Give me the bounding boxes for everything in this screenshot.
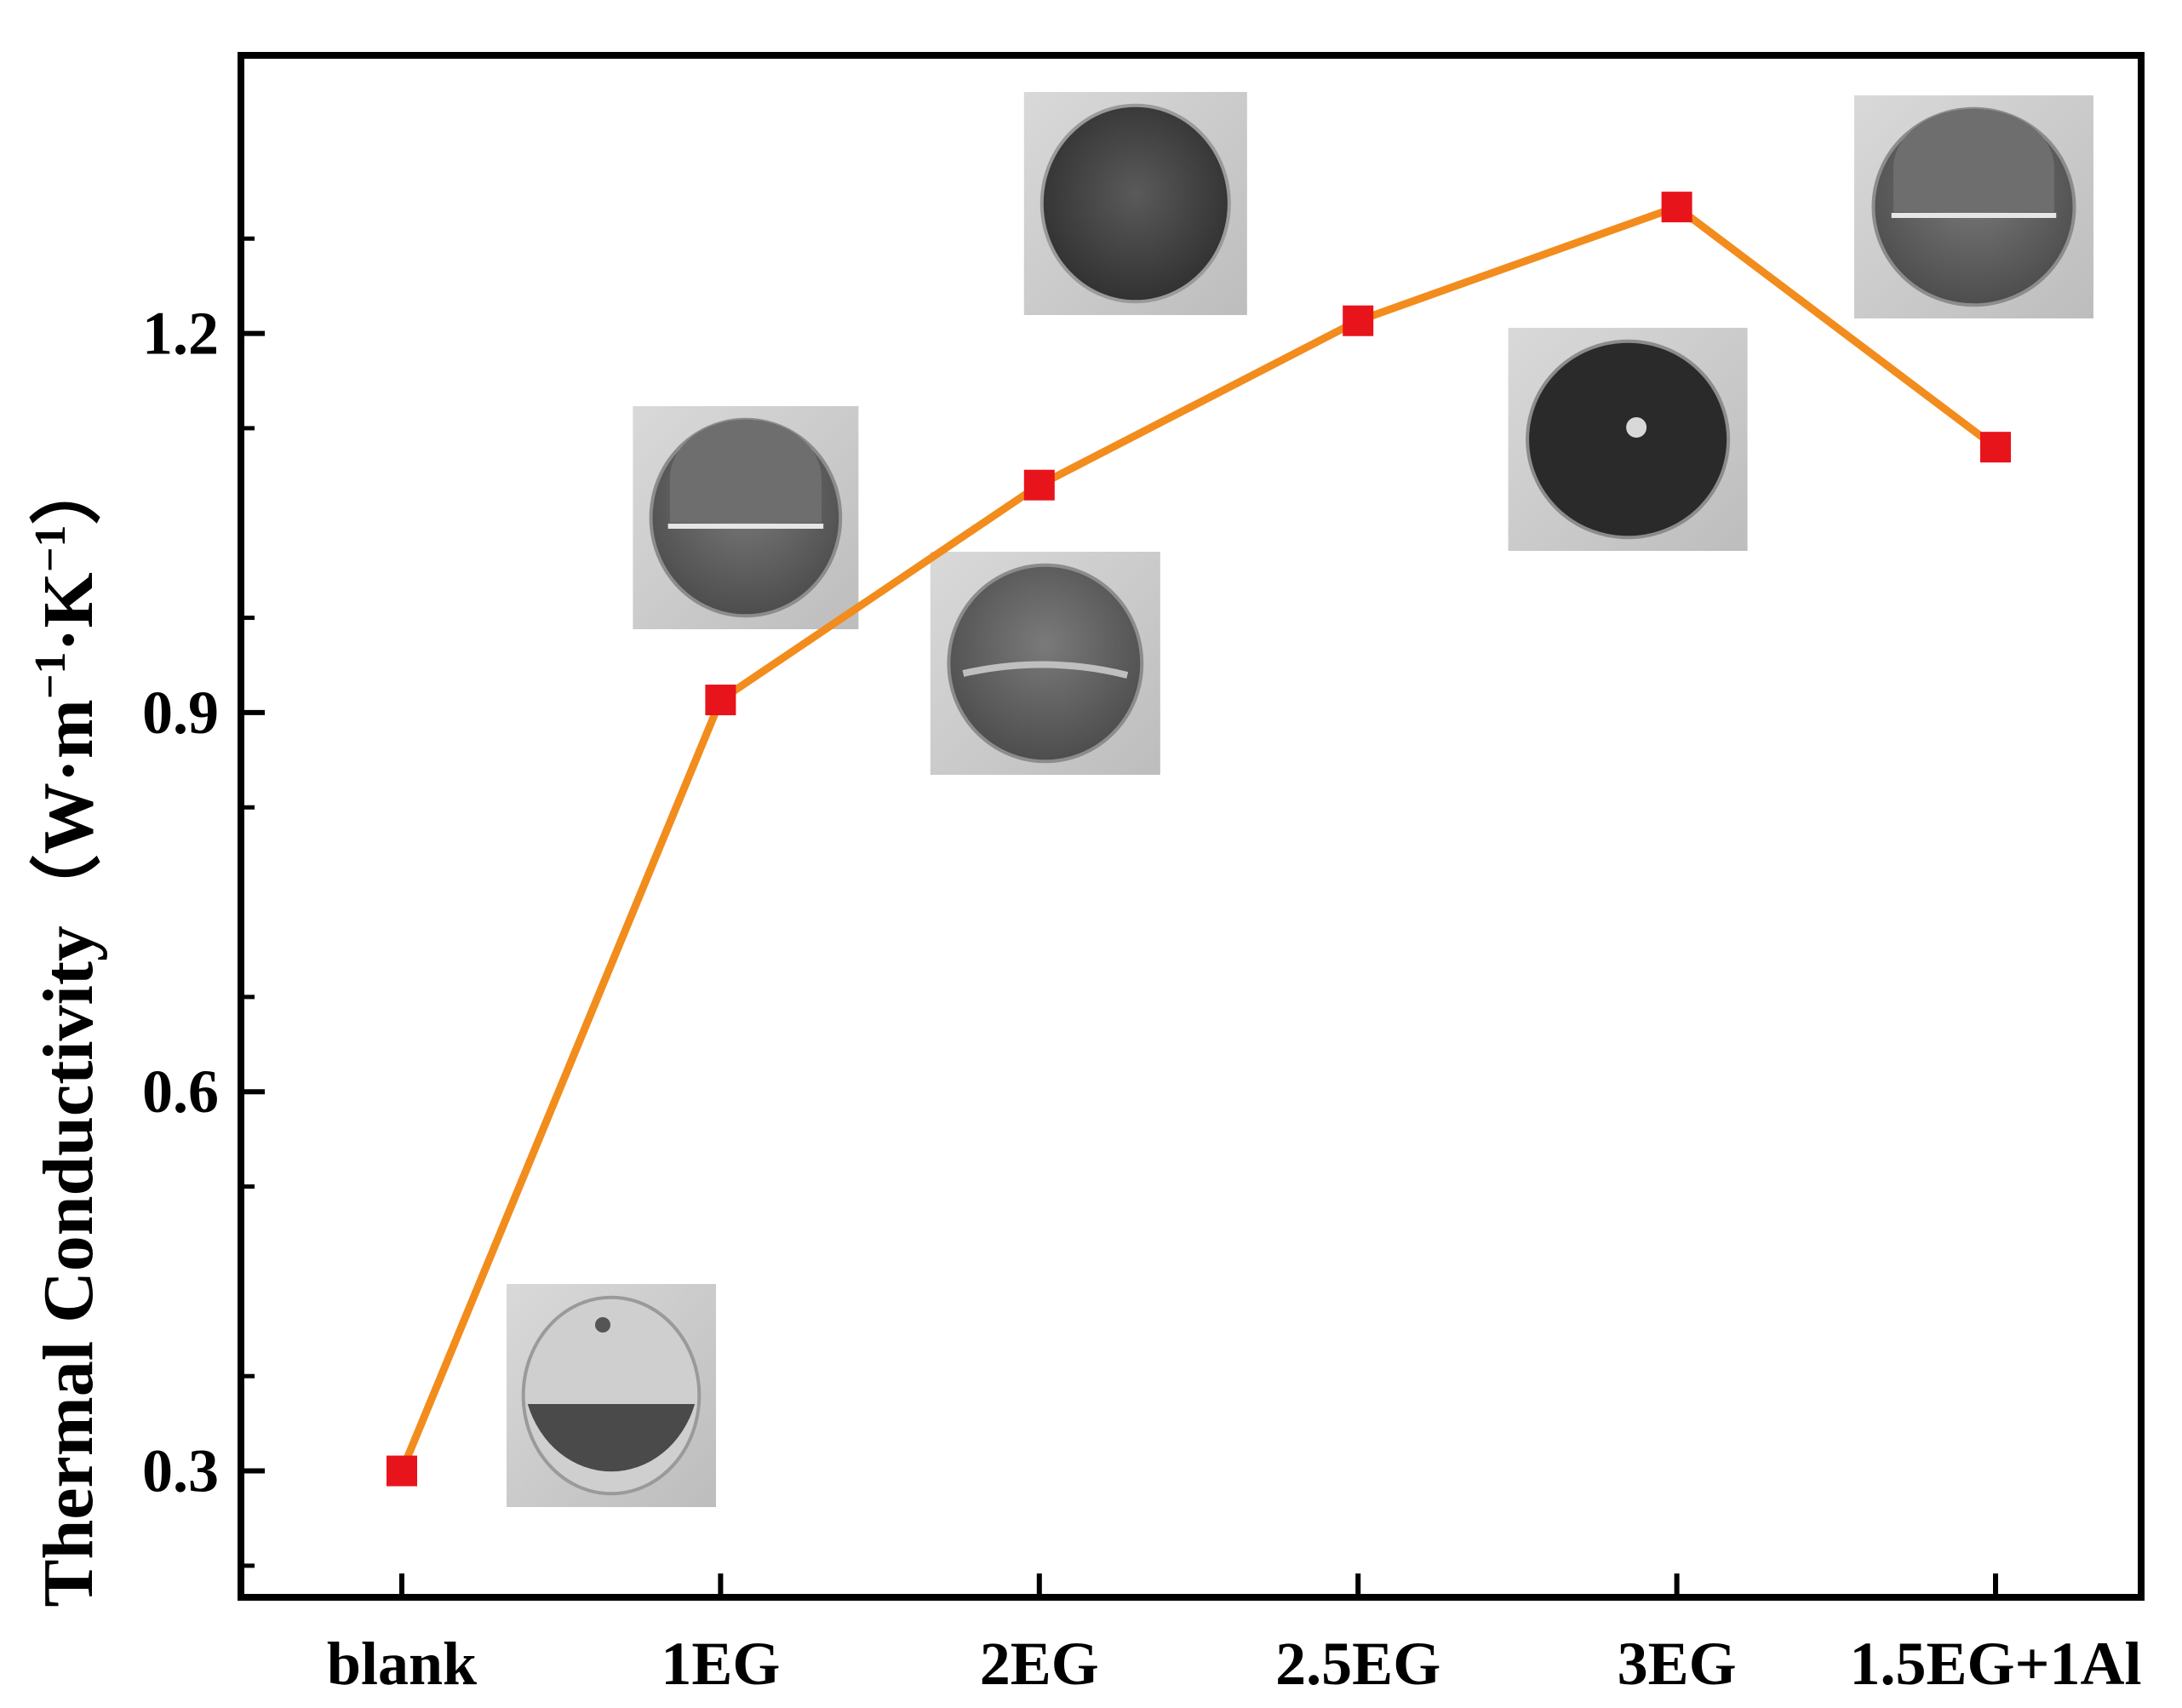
data-point-1eg xyxy=(705,685,736,716)
y-axis-unit-close: ） xyxy=(29,454,108,525)
y-tick-label: 0.3 xyxy=(142,1437,219,1505)
sample-photos xyxy=(507,92,2093,1507)
sample-photo-1eg xyxy=(633,406,859,629)
x-tick-label: 2.5EG xyxy=(1275,1630,1440,1698)
sample-photo-1-5eg-1al xyxy=(1854,95,2093,318)
data-point-1-5eg-1al xyxy=(1980,432,2011,463)
y-axis-unit-exp2: −1 xyxy=(26,525,75,573)
series-markers xyxy=(387,192,2011,1487)
x-tick-label: 3EG xyxy=(1618,1630,1737,1698)
sample-photo-blank xyxy=(507,1284,716,1507)
plot-frame xyxy=(238,52,2145,1601)
sample-surface xyxy=(669,419,822,523)
sample-dish xyxy=(1526,339,1731,540)
y-axis: 0.3 0.6 0.9 1.2 xyxy=(142,236,265,1568)
y-axis-title-text: Thermal Conductivity xyxy=(29,926,108,1607)
y-tick-label: 0.6 xyxy=(142,1057,219,1126)
series-line xyxy=(398,203,1998,1473)
y-axis-unit-open: （W·m xyxy=(29,699,108,926)
x-tick-label: 2EG xyxy=(980,1630,1099,1698)
sample-reflection xyxy=(1626,417,1647,438)
data-point-2eg xyxy=(1023,469,1055,501)
sample-dish xyxy=(1039,103,1231,304)
series-polyline xyxy=(398,203,1998,1473)
y-axis-unit-exp1: −1 xyxy=(26,652,75,700)
sample-fill xyxy=(527,1404,696,1472)
y-axis-title: Thermal Conductivity（W·m−1·K−1） xyxy=(26,454,108,1608)
x-tick-label: blank xyxy=(327,1630,477,1698)
data-point-blank xyxy=(387,1455,417,1487)
y-tick-label: 0.9 xyxy=(142,679,219,747)
x-axis: blank 1EG 2EG 2.5EG 3EG 1.5EG+1Al xyxy=(327,1573,2142,1698)
data-point-2-5eg xyxy=(1343,305,1374,336)
x-tick-label: 1EG xyxy=(661,1630,780,1698)
sample-photo-2eg xyxy=(930,552,1160,775)
sample-photo-2eg xyxy=(1023,92,1247,315)
y-axis-unit-mid: ·K xyxy=(29,572,108,651)
sample-surface xyxy=(1893,108,2054,212)
sample-speck xyxy=(595,1317,610,1333)
sample-photo-3eg xyxy=(1508,328,1748,551)
data-point-3eg xyxy=(1661,192,1692,223)
sample-streak xyxy=(962,661,1129,679)
x-tick-label: 1.5EG+1Al xyxy=(1849,1630,2141,1698)
y-tick-label: 1.2 xyxy=(142,300,219,368)
